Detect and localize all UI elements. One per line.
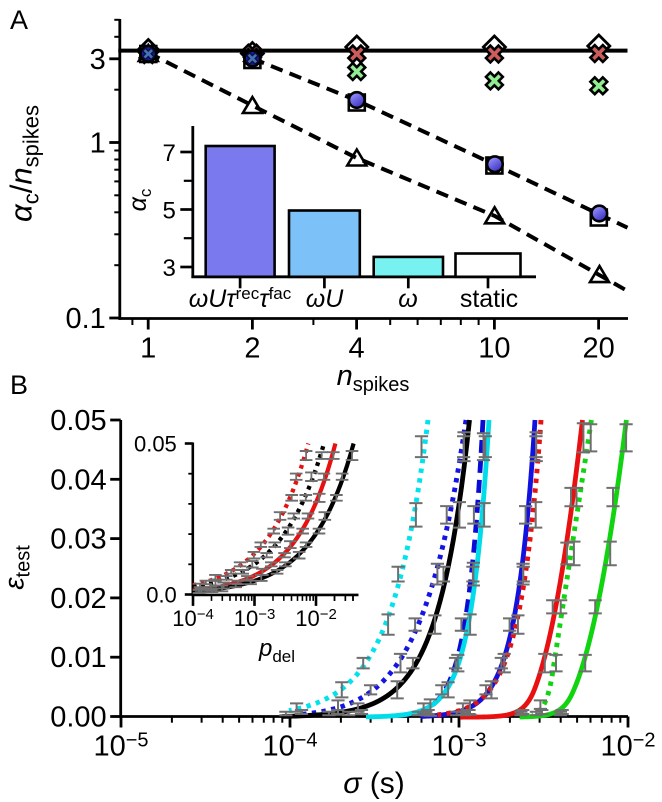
svg-text:0.0: 0.0 [146, 583, 177, 608]
svg-text:10: 10 [478, 333, 510, 365]
svg-text:4: 4 [349, 333, 365, 365]
svg-text:σ (s): σ (s) [343, 767, 404, 800]
svg-text:3: 3 [162, 255, 175, 282]
svg-text:A: A [10, 5, 28, 35]
svg-text:nspikes: nspikes [337, 360, 410, 396]
svg-text:10−3: 10−3 [431, 730, 486, 763]
svg-text:3: 3 [90, 44, 106, 76]
svg-text:0.03: 0.03 [50, 524, 106, 556]
svg-text:0.01: 0.01 [50, 642, 106, 674]
svg-text:1: 1 [140, 333, 156, 365]
svg-text:0.02: 0.02 [50, 583, 106, 615]
svg-text:5: 5 [162, 198, 175, 225]
svg-text:0.04: 0.04 [50, 464, 106, 496]
svg-text:0.05: 0.05 [50, 405, 106, 437]
svg-text:pdel: pdel [258, 635, 295, 666]
svg-text:2: 2 [244, 333, 260, 365]
svg-text:εtest: εtest [0, 545, 35, 590]
svg-text:1: 1 [90, 128, 106, 160]
svg-text:20: 20 [582, 333, 614, 365]
svg-text:ωU: ωU [306, 285, 344, 313]
svg-text:static: static [460, 285, 518, 313]
svg-text:0.05: 0.05 [134, 432, 177, 457]
svg-text:0.1: 0.1 [65, 303, 105, 335]
svg-text:B: B [10, 370, 28, 400]
svg-text:7: 7 [162, 140, 175, 167]
svg-text:αc: αc [124, 188, 155, 211]
svg-text:ω: ω [398, 285, 417, 313]
svg-text:αc/nspikes: αc/nspikes [4, 105, 44, 222]
svg-text:0.00: 0.00 [50, 702, 106, 734]
